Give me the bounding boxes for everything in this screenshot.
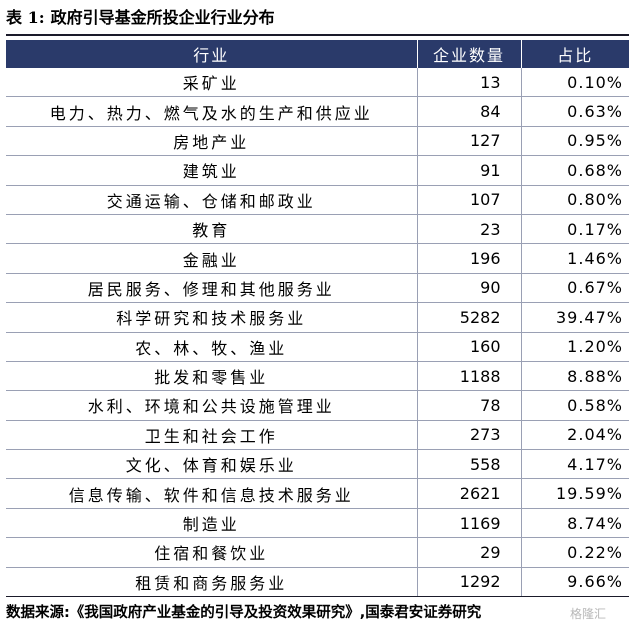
table-row: 居民服务、修理和其他服务业 90 0.67% xyxy=(6,273,629,304)
table-row: 租赁和商务服务业 1292 9.66% xyxy=(6,567,629,598)
table-row: 科学研究和技术服务业 5282 39.47% xyxy=(6,302,629,333)
cell-count: 1292 xyxy=(416,567,521,598)
cell-count: 2621 xyxy=(416,478,521,509)
table-row: 电力、热力、燃气及水的生产和供应业 84 0.63% xyxy=(6,96,629,127)
cell-share: 19.59% xyxy=(520,478,629,509)
cell-count: 23 xyxy=(416,214,521,245)
table-row: 文化、体育和娱乐业 558 4.17% xyxy=(6,449,629,480)
table-row: 教育 23 0.17% xyxy=(6,214,629,245)
cell-count: 84 xyxy=(416,96,521,127)
table-number: 表 1: xyxy=(6,8,45,27)
table-title-text: 政府引导基金所投企业行业分布 xyxy=(50,8,275,27)
cell-industry: 文化、体育和娱乐业 xyxy=(6,449,417,480)
table-row: 水利、环境和公共设施管理业 78 0.58% xyxy=(6,390,629,421)
cell-share: 0.95% xyxy=(520,126,629,157)
cell-count: 1188 xyxy=(416,361,521,392)
table-row: 建筑业 91 0.68% xyxy=(6,155,629,186)
cell-count: 1169 xyxy=(416,508,521,539)
table-row: 房地产业 127 0.95% xyxy=(6,126,629,157)
cell-industry: 电力、热力、燃气及水的生产和供应业 xyxy=(6,96,417,127)
data-source-note: 数据来源:《我国政府产业基金的引导及投资效果研究》,国泰君安证券研究 xyxy=(6,605,482,621)
table-row: 农、林、牧、渔业 160 1.20% xyxy=(6,332,629,362)
cell-count: 78 xyxy=(416,390,521,421)
cell-share: 0.17% xyxy=(520,214,629,245)
cell-count: 196 xyxy=(416,243,521,274)
table-row: 交通运输、仓储和邮政业 107 0.80% xyxy=(6,185,629,215)
cell-industry: 卫生和社会工作 xyxy=(6,420,417,451)
watermark: 格隆汇 xyxy=(570,607,607,621)
table-row: 采矿业 13 0.10% xyxy=(6,68,629,98)
cell-count: 5282 xyxy=(416,302,521,333)
cell-count: 107 xyxy=(416,185,521,215)
cell-industry: 采矿业 xyxy=(6,68,417,98)
cell-share: 0.10% xyxy=(520,68,629,98)
cell-count: 127 xyxy=(416,126,521,157)
cell-count: 90 xyxy=(416,273,521,304)
table-row: 金融业 196 1.46% xyxy=(6,243,629,274)
table-row: 信息传输、软件和信息技术服务业 2621 19.59% xyxy=(6,478,629,509)
header-row: 行业 企业数量 占比 xyxy=(6,40,629,68)
cell-share: 0.63% xyxy=(520,96,629,127)
cell-industry: 科学研究和技术服务业 xyxy=(6,302,417,333)
cell-industry: 租赁和商务服务业 xyxy=(6,567,417,598)
cell-industry: 信息传输、软件和信息技术服务业 xyxy=(6,478,417,509)
cell-share: 0.22% xyxy=(520,537,629,568)
top-rule xyxy=(6,34,629,36)
cell-industry: 制造业 xyxy=(6,508,417,539)
table-header: 行业 企业数量 占比 xyxy=(6,40,629,68)
cell-count: 91 xyxy=(416,155,521,186)
cell-count: 13 xyxy=(416,68,521,98)
cell-industry: 居民服务、修理和其他服务业 xyxy=(6,273,417,304)
cell-count: 160 xyxy=(416,332,521,362)
table-body: 采矿业 13 0.10% 电力、热力、燃气及水的生产和供应业 84 0.63% 房地产业 12… xyxy=(6,68,629,598)
cell-share: 8.88% xyxy=(520,361,629,392)
header-industry: 行业 xyxy=(6,40,417,68)
table-row: 住宿和餐饮业 29 0.22% xyxy=(6,537,629,568)
cell-share: 4.17% xyxy=(520,449,629,480)
cell-share: 39.47% xyxy=(520,302,629,333)
cell-share: 9.66% xyxy=(520,567,629,598)
cell-share: 0.67% xyxy=(520,273,629,304)
table-row: 制造业 1169 8.74% xyxy=(6,508,629,539)
cell-industry: 交通运输、仓储和邮政业 xyxy=(6,185,417,215)
table-title: 表 1: 政府引导基金所投企业行业分布 xyxy=(6,6,275,30)
cell-count: 558 xyxy=(416,449,521,480)
cell-share: 8.74% xyxy=(520,508,629,539)
cell-count: 273 xyxy=(416,420,521,451)
cell-count: 29 xyxy=(416,537,521,568)
cell-industry: 房地产业 xyxy=(6,126,417,157)
table-row: 批发和零售业 1188 8.88% xyxy=(6,361,629,392)
cell-industry: 金融业 xyxy=(6,243,417,274)
cell-share: 2.04% xyxy=(520,420,629,451)
cell-industry: 水利、环境和公共设施管理业 xyxy=(6,390,417,421)
header-count: 企业数量 xyxy=(416,40,521,68)
cell-share: 0.58% xyxy=(520,390,629,421)
cell-industry: 住宿和餐饮业 xyxy=(6,537,417,568)
cell-industry: 建筑业 xyxy=(6,155,417,186)
cell-share: 0.80% xyxy=(520,185,629,215)
table-row: 卫生和社会工作 273 2.04% xyxy=(6,420,629,451)
cell-industry: 教育 xyxy=(6,214,417,245)
cell-industry: 农、林、牧、渔业 xyxy=(6,332,417,362)
cell-industry: 批发和零售业 xyxy=(6,361,417,392)
cell-share: 0.68% xyxy=(520,155,629,186)
cell-share: 1.20% xyxy=(520,332,629,362)
cell-share: 1.46% xyxy=(520,243,629,274)
header-share: 占比 xyxy=(520,40,629,68)
industry-table: 行业 企业数量 占比 采矿业 13 0.10% 电力、热力、燃气及水的生产和供应业 84… xyxy=(6,40,629,598)
